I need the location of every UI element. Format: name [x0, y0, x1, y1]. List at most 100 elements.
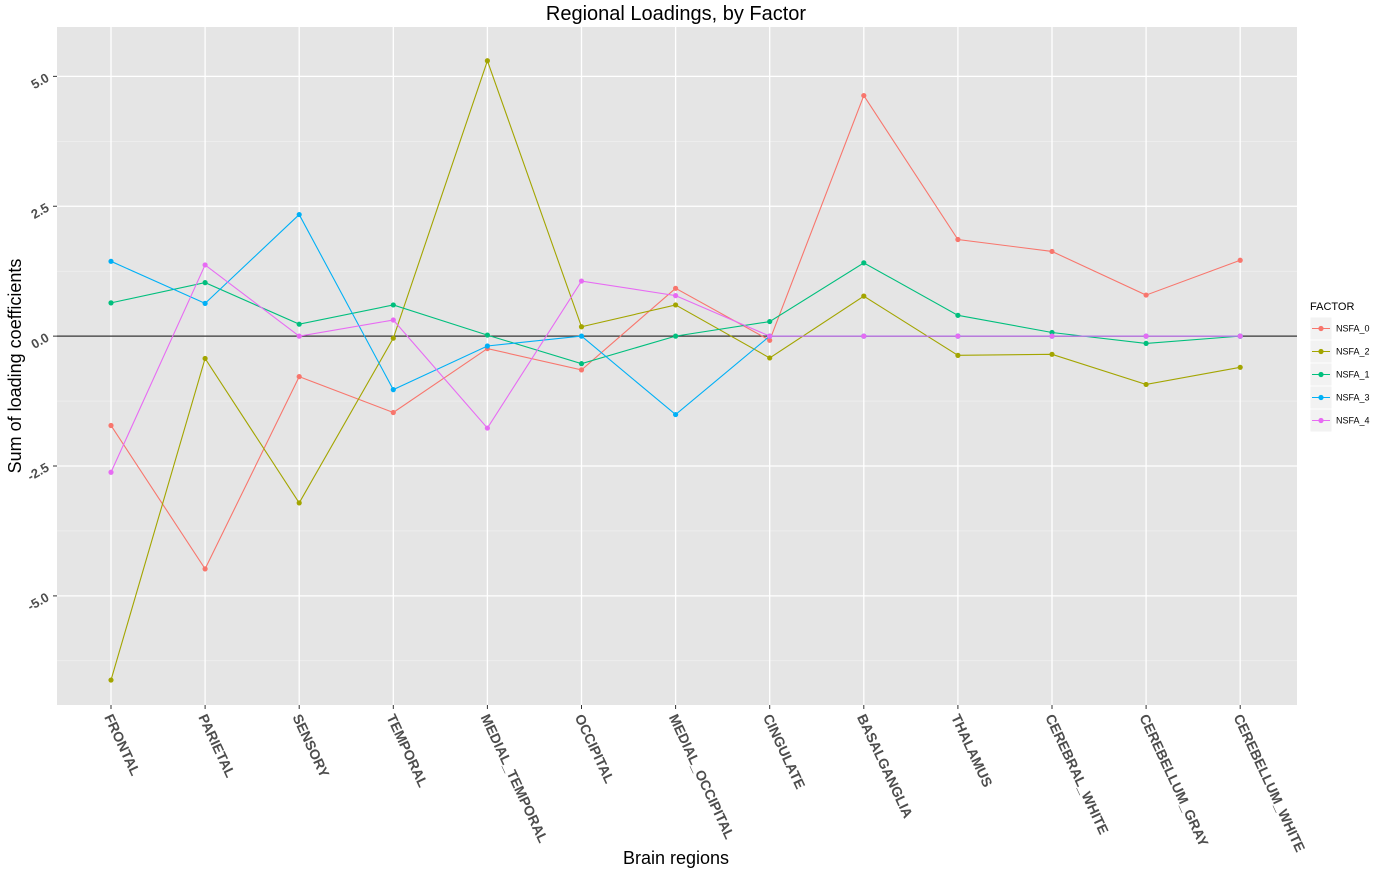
- data-point-nsfa-0: [1143, 292, 1149, 298]
- data-point-nsfa-1: [955, 312, 961, 318]
- data-point-nsfa-3: [390, 387, 396, 393]
- x-axis-title: Brain regions: [623, 848, 729, 868]
- data-point-nsfa-1: [108, 300, 114, 306]
- data-point-nsfa-4: [861, 333, 867, 339]
- x-tick-label: TEMPORAL: [384, 712, 432, 790]
- data-point-nsfa-2: [861, 293, 867, 299]
- series-nsfa-2: [108, 58, 1243, 683]
- legend-key-point: [1318, 394, 1324, 401]
- data-point-nsfa-1: [1143, 340, 1149, 346]
- data-point-nsfa-2: [202, 355, 208, 362]
- data-point-nsfa-0: [296, 374, 302, 380]
- legend-title: FACTOR: [1310, 301, 1354, 313]
- data-point-nsfa-0: [861, 92, 867, 99]
- y-tick-label: -2.5: [25, 460, 52, 484]
- legend-key-point: [1318, 325, 1324, 332]
- chart-title: Regional Loadings, by Factor: [546, 3, 806, 25]
- y-tick-label: 0.0: [28, 330, 51, 352]
- legend-label: NSFA_2: [1336, 347, 1370, 357]
- data-point-nsfa-3: [578, 333, 585, 339]
- data-point-nsfa-4: [390, 317, 396, 323]
- data-point-nsfa-2: [108, 677, 114, 683]
- legend: FACTOR NSFA_0 NSFA_2 NSFA_1 NSFA_3 NSFA_4: [1309, 301, 1370, 433]
- data-point-nsfa-0: [578, 367, 585, 373]
- x-tick-label: BASALGANGLIA: [854, 712, 916, 821]
- legend-key-point: [1318, 348, 1324, 355]
- legend-item-nsfa-3: NSFA_3: [1309, 385, 1370, 410]
- data-point-nsfa-4: [202, 262, 208, 268]
- data-point-nsfa-0: [955, 236, 961, 243]
- legend-key-point: [1318, 417, 1324, 424]
- data-point-nsfa-4: [955, 333, 961, 339]
- data-point-nsfa-0: [390, 409, 396, 416]
- legend-item-nsfa-4: NSFA_4: [1309, 408, 1370, 433]
- data-point-nsfa-2: [1049, 351, 1055, 357]
- legend-label: NSFA_4: [1336, 416, 1370, 426]
- y-tick-label: -5.0: [25, 590, 52, 614]
- data-point-nsfa-2: [578, 324, 585, 330]
- legend-label: NSFA_0: [1336, 324, 1370, 334]
- data-point-nsfa-4: [108, 469, 114, 475]
- plot-panel: [57, 27, 1297, 705]
- data-point-nsfa-0: [1049, 248, 1055, 255]
- legend-item-nsfa-2: NSFA_2: [1309, 339, 1370, 364]
- series-layer: [108, 58, 1243, 683]
- y-axis-ticks: -5.0 -2.5 0.0 2.5 5.0: [25, 70, 57, 614]
- data-point-nsfa-1: [202, 280, 208, 286]
- data-point-nsfa-4: [1237, 333, 1243, 339]
- data-point-nsfa-4: [1049, 333, 1055, 339]
- data-point-nsfa-2: [955, 352, 961, 358]
- y-tick-label: 2.5: [28, 200, 51, 222]
- data-point-nsfa-1: [296, 321, 302, 327]
- x-tick-label: MEDIAL_TEMPORAL: [478, 712, 552, 846]
- legend-key-point: [1318, 371, 1324, 378]
- data-point-nsfa-3: [202, 300, 208, 306]
- x-tick-label: THALAMUS: [948, 712, 996, 790]
- x-tick-label: CINGULATE: [760, 712, 809, 792]
- grid-lines: [57, 27, 1297, 705]
- series-nsfa-4: [108, 262, 1243, 475]
- data-point-nsfa-1: [390, 302, 396, 308]
- x-tick-label: MEDIAL_OCCIPITAL: [666, 712, 738, 842]
- x-tick-label: PARIETAL: [195, 712, 238, 781]
- data-point-nsfa-0: [673, 285, 679, 291]
- data-point-nsfa-4: [484, 425, 490, 431]
- x-tick-label: CEREBELLUM_WHITE: [1230, 712, 1308, 855]
- x-tick-label: CEREBRAL_WHITE: [1042, 712, 1112, 837]
- data-point-nsfa-2: [484, 58, 490, 64]
- legend-label: NSFA_3: [1336, 393, 1370, 403]
- data-point-nsfa-3: [296, 211, 302, 218]
- x-axis-ticks: FRONTAL PARIETAL SENSORY TEMPORAL MEDIAL_TEM…: [101, 705, 1308, 854]
- x-tick-label: FRONTAL: [101, 712, 144, 779]
- data-point-nsfa-2: [390, 335, 396, 341]
- data-point-nsfa-2: [296, 500, 302, 506]
- data-point-nsfa-0: [202, 566, 208, 572]
- x-tick-label: SENSORY: [289, 712, 332, 781]
- data-point-nsfa-3: [484, 343, 490, 349]
- x-tick-label: OCCIPITAL: [572, 712, 618, 787]
- data-point-nsfa-3: [673, 411, 679, 418]
- legend-item-nsfa-1: NSFA_1: [1309, 362, 1370, 387]
- data-point-nsfa-0: [767, 337, 773, 343]
- data-point-nsfa-4: [1143, 333, 1149, 339]
- data-point-nsfa-4: [673, 293, 679, 299]
- data-point-nsfa-0: [1237, 257, 1243, 263]
- data-point-nsfa-4: [578, 278, 585, 284]
- data-point-nsfa-1: [673, 333, 679, 339]
- data-point-nsfa-1: [578, 361, 585, 367]
- legend-item-nsfa-0: NSFA_0: [1309, 316, 1370, 341]
- data-point-nsfa-2: [1143, 381, 1149, 388]
- data-point-nsfa-3: [108, 258, 114, 264]
- data-point-nsfa-1: [1049, 329, 1055, 336]
- data-point-nsfa-2: [673, 302, 679, 308]
- legend-label: NSFA_1: [1336, 370, 1370, 380]
- data-point-nsfa-4: [767, 333, 773, 339]
- data-point-nsfa-2: [767, 355, 773, 361]
- data-point-nsfa-1: [767, 318, 773, 325]
- data-point-nsfa-0: [108, 422, 114, 429]
- x-tick-label: CEREBELLUM_GRAY: [1136, 712, 1212, 850]
- y-tick-label: 5.0: [28, 70, 51, 92]
- y-axis-title: Sum of loading coefficients: [5, 259, 25, 474]
- data-point-nsfa-1: [861, 260, 867, 266]
